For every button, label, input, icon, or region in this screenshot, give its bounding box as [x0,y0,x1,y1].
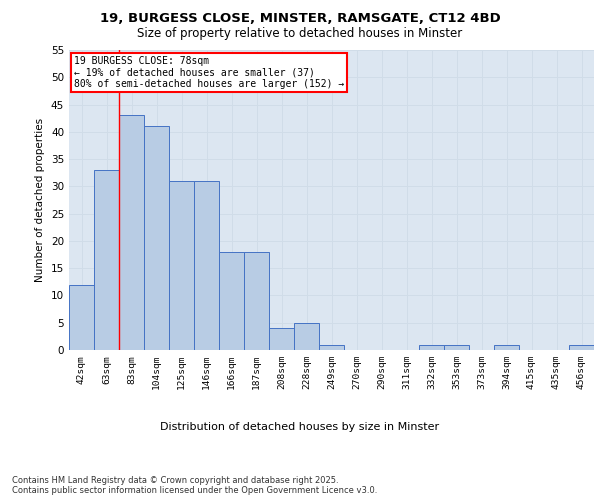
Y-axis label: Number of detached properties: Number of detached properties [35,118,46,282]
Bar [419,344,444,350]
Bar [444,344,469,350]
Bar [269,328,294,350]
Text: Size of property relative to detached houses in Minster: Size of property relative to detached ho… [137,28,463,40]
Bar [294,322,319,350]
Bar [119,116,144,350]
Bar [319,344,344,350]
Bar [219,252,244,350]
Text: 19, BURGESS CLOSE, MINSTER, RAMSGATE, CT12 4BD: 19, BURGESS CLOSE, MINSTER, RAMSGATE, CT… [100,12,500,26]
Text: 19 BURGESS CLOSE: 78sqm
← 19% of detached houses are smaller (37)
80% of semi-de: 19 BURGESS CLOSE: 78sqm ← 19% of detache… [74,56,344,89]
Bar [94,170,119,350]
Bar [69,284,94,350]
Bar [194,181,219,350]
Bar [494,344,519,350]
Bar [144,126,169,350]
Bar [569,344,594,350]
Text: Contains HM Land Registry data © Crown copyright and database right 2025.
Contai: Contains HM Land Registry data © Crown c… [12,476,377,495]
Text: Distribution of detached houses by size in Minster: Distribution of detached houses by size … [160,422,440,432]
Bar [244,252,269,350]
Bar [169,181,194,350]
